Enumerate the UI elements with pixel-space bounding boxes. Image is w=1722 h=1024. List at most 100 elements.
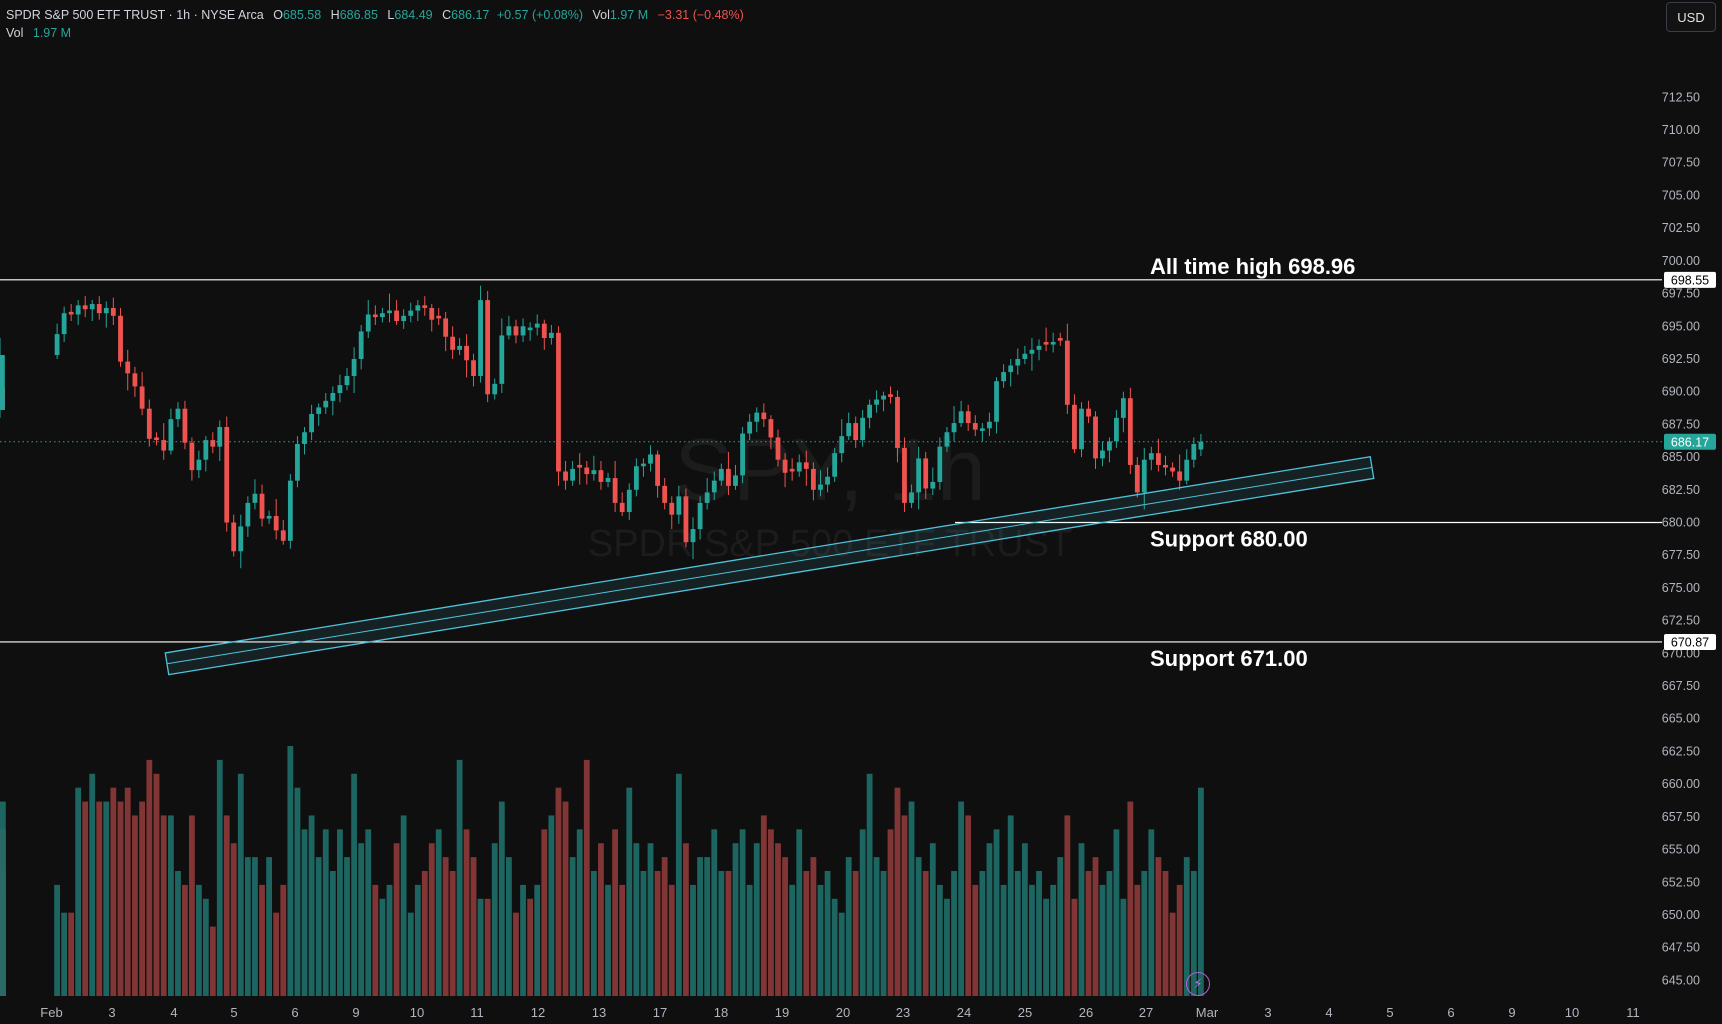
candle-body <box>641 463 646 467</box>
trend-channel[interactable] <box>164 455 1375 676</box>
candle-body <box>818 484 823 490</box>
volume-bar <box>576 829 583 996</box>
volume-bar <box>612 829 619 996</box>
candle-body <box>676 496 682 515</box>
candle-body <box>110 307 116 316</box>
x-tick-label: 13 <box>592 1005 606 1020</box>
volume-bar <box>400 815 407 996</box>
candle-body <box>1079 408 1084 450</box>
candle-body <box>103 307 109 314</box>
candle-body <box>1191 444 1197 460</box>
volume-bar <box>237 773 244 996</box>
candle-body <box>1114 417 1119 442</box>
volume-bar <box>1014 871 1021 996</box>
legend-high: 686.85 <box>339 8 378 22</box>
volume-bar <box>351 773 357 996</box>
candle-body <box>175 408 181 420</box>
volume-bar <box>640 871 647 996</box>
volume-bar <box>1007 815 1014 996</box>
candle-body <box>881 395 886 400</box>
volume-bar <box>824 871 831 996</box>
volume-bar <box>1176 884 1183 996</box>
volume-bar <box>894 787 901 996</box>
candle-body <box>182 408 188 443</box>
x-tick-label: 12 <box>531 1005 545 1020</box>
volume-bar <box>1198 787 1204 996</box>
volume-bar <box>675 773 682 996</box>
candle-body <box>492 383 498 395</box>
candle-body <box>380 313 385 318</box>
y-tick-label: 680.00 <box>1662 516 1700 530</box>
lightning-bolt-icon[interactable]: ⚡ <box>1186 972 1210 996</box>
candle-body <box>1100 450 1105 459</box>
candle-body <box>761 412 767 420</box>
x-tick-label: 4 <box>1325 1005 1332 1020</box>
y-tick-label: 682.50 <box>1662 483 1700 497</box>
volume-bar <box>1099 884 1106 996</box>
volume-bar <box>182 884 188 996</box>
legend-vol-change: −3.31 (−0.48%) <box>657 8 744 22</box>
volume-bar <box>704 857 711 996</box>
volume-bar <box>386 884 393 996</box>
y-tick-label: 690.00 <box>1662 385 1700 399</box>
volume-bar <box>68 912 75 996</box>
candle-body <box>768 419 774 438</box>
volume-bar <box>82 801 89 996</box>
candle-body <box>796 462 802 472</box>
x-tick-label: 6 <box>1447 1005 1454 1020</box>
volume-bar <box>315 857 322 996</box>
volume-bar <box>139 801 146 996</box>
volume-bar <box>230 843 237 996</box>
volume-bar <box>789 884 796 996</box>
candle-body <box>1050 341 1056 345</box>
y-tick-label: 652.50 <box>1662 875 1700 889</box>
y-tick-label: 685.00 <box>1662 450 1700 464</box>
candle-body <box>443 318 449 337</box>
candle-body <box>1107 441 1112 451</box>
volume-bar <box>817 884 824 996</box>
candle-body <box>210 440 216 447</box>
volume-bar <box>803 871 810 996</box>
candle-body <box>803 462 809 469</box>
x-tick-label: 23 <box>896 1005 910 1020</box>
candle-body <box>944 432 950 447</box>
volume-bar <box>852 871 859 996</box>
legend-close-label: C <box>442 8 452 22</box>
volume-bar <box>768 829 774 996</box>
y-tick-label: 695.00 <box>1662 319 1700 333</box>
volume-bar <box>683 843 689 996</box>
volume-bar <box>216 759 223 996</box>
volume-bar <box>61 912 68 996</box>
volume-bar <box>0 801 6 996</box>
candle-body <box>506 326 512 336</box>
current-price-tag-text: 686.17 <box>1671 435 1709 449</box>
volume-bar <box>456 759 463 996</box>
currency-button[interactable]: USD <box>1666 2 1716 32</box>
volume-bar <box>358 843 365 996</box>
horizontal-levels[interactable]: All time high 698.96 Support 680.00 Suppor… <box>0 254 1662 671</box>
candle-body <box>422 305 428 308</box>
volume-bar <box>168 815 174 996</box>
ath-price-tag-text: 698.55 <box>1671 273 1709 287</box>
volume-bar <box>273 912 280 996</box>
x-tick-label: 25 <box>1018 1005 1032 1020</box>
volume-bar <box>470 857 477 996</box>
candle-body <box>987 421 992 429</box>
y-tick-label: 692.50 <box>1662 352 1700 366</box>
legend-vol: 1.97 M <box>609 8 649 22</box>
volume-bar <box>527 898 534 996</box>
volume-bar <box>1029 884 1035 996</box>
volume-bar <box>379 898 386 996</box>
volume-bar <box>739 829 746 996</box>
volume-bar <box>654 871 661 996</box>
legend-open-label: O <box>273 8 283 22</box>
candle-body <box>584 467 590 475</box>
volume-bar <box>1043 898 1050 996</box>
volume-bar <box>690 884 696 996</box>
candle-body <box>1029 349 1035 354</box>
volume-bar <box>1050 884 1057 996</box>
candle-body <box>372 314 378 318</box>
volume-bar <box>626 787 633 996</box>
legend-symbol: SPDR S&P 500 ETF TRUST · 1h · NYSE Arca <box>6 8 264 22</box>
